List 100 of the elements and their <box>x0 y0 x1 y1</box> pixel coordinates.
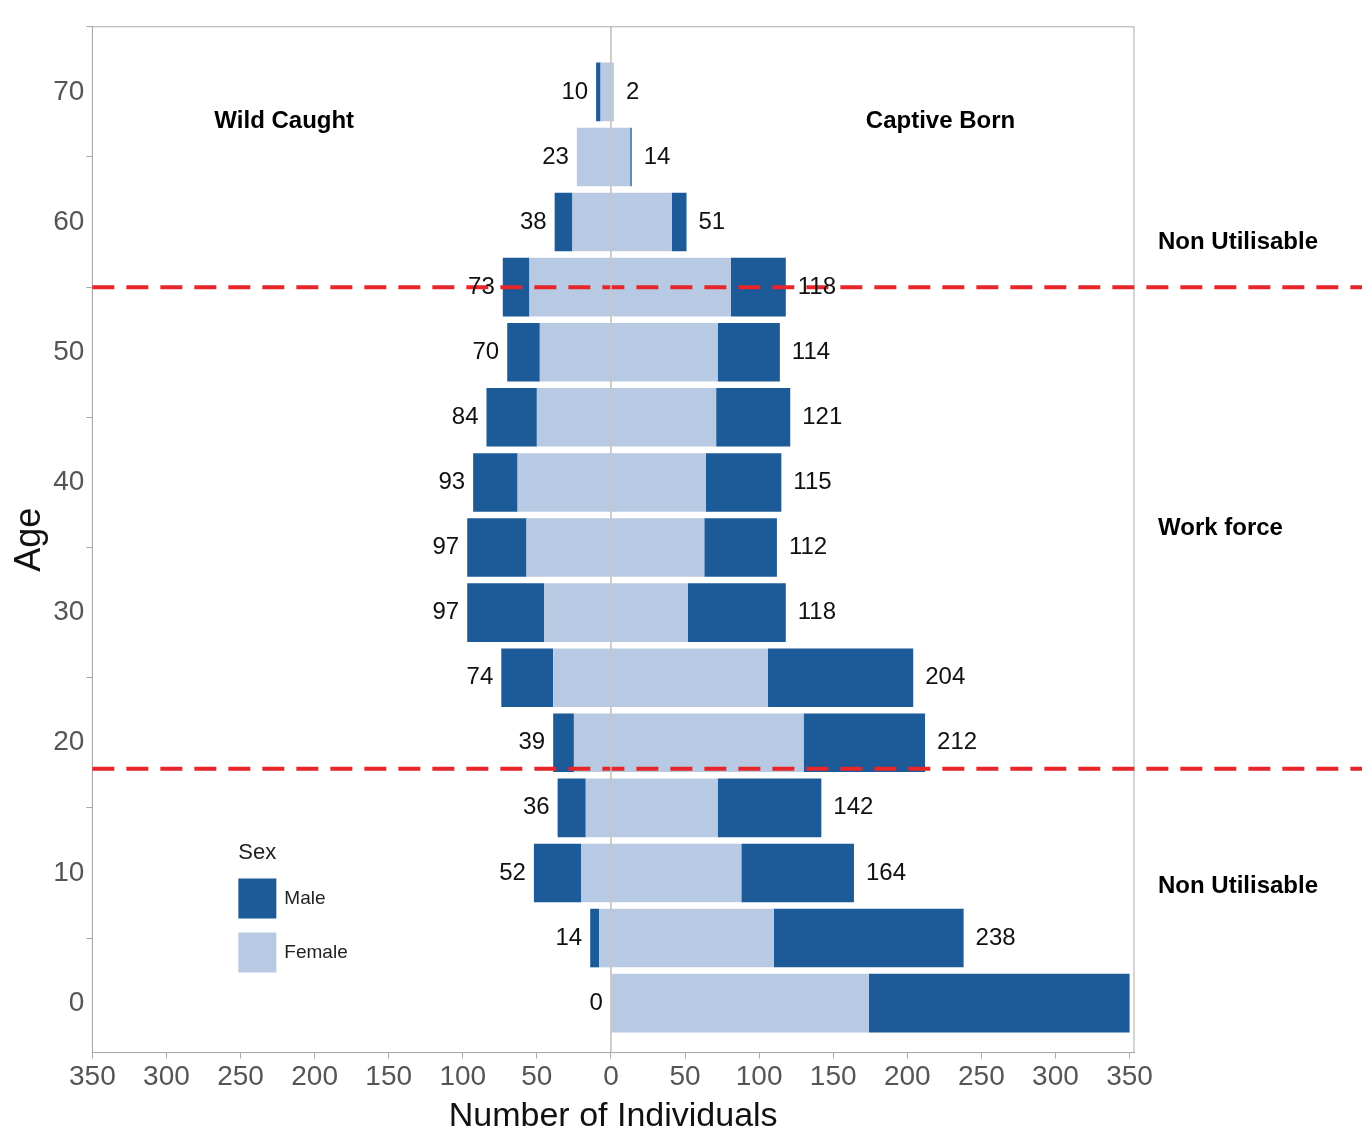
y-tick-label: 10 <box>53 855 85 887</box>
y-tick-label: 20 <box>53 725 85 757</box>
legend-title: Sex <box>238 838 277 864</box>
bar <box>544 583 611 642</box>
x-tick-label: 150 <box>809 1060 857 1092</box>
y-tick-label: 30 <box>53 595 85 627</box>
text: Work force <box>1158 512 1283 540</box>
bar <box>539 322 611 382</box>
bar <box>581 843 611 903</box>
text: 23 <box>542 141 569 169</box>
bar <box>611 388 717 447</box>
x-tick-label: 50 <box>669 1060 701 1092</box>
bar <box>554 192 573 252</box>
text: 121 <box>802 401 843 429</box>
text: 114 <box>791 336 831 364</box>
bar <box>529 257 611 317</box>
bar <box>517 453 611 512</box>
text: 97 <box>432 532 460 560</box>
y-tick-label: 60 <box>53 204 85 236</box>
x-tick-label: 200 <box>883 1060 931 1092</box>
y-axis-title: Age <box>6 507 48 572</box>
text: 36 <box>522 792 550 820</box>
bar <box>611 713 804 773</box>
x-tick-label: 0 <box>603 1060 619 1092</box>
bar <box>533 843 582 903</box>
bar <box>467 583 545 642</box>
bar <box>600 62 611 122</box>
annotation: Captive Born <box>865 106 1016 134</box>
text: 14 <box>643 141 671 169</box>
bar <box>704 518 777 577</box>
y-tick-label: 0 <box>68 985 85 1017</box>
bar <box>526 518 611 577</box>
x-tick-label: 100 <box>735 1060 783 1092</box>
bar <box>611 127 631 187</box>
text: 39 <box>518 727 546 755</box>
bar <box>717 322 780 382</box>
legend-label: Female <box>284 940 348 962</box>
bar <box>576 127 611 187</box>
bar <box>730 257 786 317</box>
text: 2 <box>625 76 640 104</box>
text: 38 <box>519 206 547 234</box>
text: 74 <box>466 662 494 690</box>
bar <box>868 973 1130 1033</box>
bar <box>611 973 869 1033</box>
text: 70 <box>472 336 500 364</box>
bar <box>486 388 537 447</box>
text: 118 <box>797 597 837 625</box>
bar <box>717 778 822 838</box>
bar <box>611 322 718 382</box>
bar <box>553 648 611 707</box>
text: Non Utilisable <box>1158 870 1319 898</box>
text: 164 <box>865 857 906 885</box>
x-tick-label: 50 <box>521 1060 553 1092</box>
bar <box>803 713 926 773</box>
bar <box>611 908 774 968</box>
bar <box>611 453 706 512</box>
text: 51 <box>698 206 726 234</box>
bar <box>611 192 672 252</box>
x-tick-label: 300 <box>1032 1060 1079 1092</box>
bar <box>705 453 782 512</box>
text: 142 <box>833 792 874 820</box>
bar <box>585 778 611 838</box>
text: 238 <box>975 922 1016 950</box>
bar <box>473 453 518 512</box>
text: 93 <box>438 467 466 495</box>
y-tick-label: 70 <box>53 74 85 106</box>
bar <box>611 778 718 838</box>
text: 112 <box>788 532 828 560</box>
bar <box>611 648 769 707</box>
text: 115 <box>793 467 832 495</box>
bar <box>688 583 786 642</box>
x-tick-label: 250 <box>217 1060 264 1092</box>
bar <box>502 257 530 317</box>
x-tick-label: 100 <box>439 1060 487 1092</box>
y-tick-label: 40 <box>53 465 85 497</box>
legend-label: Male <box>284 886 326 908</box>
bar <box>741 843 854 903</box>
text: 14 <box>555 922 583 950</box>
bar <box>467 518 527 577</box>
bar <box>611 583 688 642</box>
x-tick-label: 300 <box>143 1060 190 1092</box>
x-axis-title: Number of Individuals <box>448 1094 778 1133</box>
bar <box>553 713 574 773</box>
bar <box>573 713 611 773</box>
text: 0 <box>589 987 603 1015</box>
text: Non Utilisable <box>1158 226 1319 254</box>
text: 52 <box>499 857 526 885</box>
y-tick-label: 50 <box>53 334 85 366</box>
bar <box>611 518 705 577</box>
bar <box>768 648 914 707</box>
bar <box>611 843 742 903</box>
bar <box>501 648 554 707</box>
x-tick-label: 350 <box>1106 1060 1153 1092</box>
bar <box>507 322 540 382</box>
bar <box>572 192 611 252</box>
bar <box>599 908 611 968</box>
text: 97 <box>432 597 460 625</box>
text: 212 <box>937 727 978 755</box>
annotation: Wild Caught <box>214 106 355 134</box>
x-tick-label: 350 <box>68 1060 116 1092</box>
